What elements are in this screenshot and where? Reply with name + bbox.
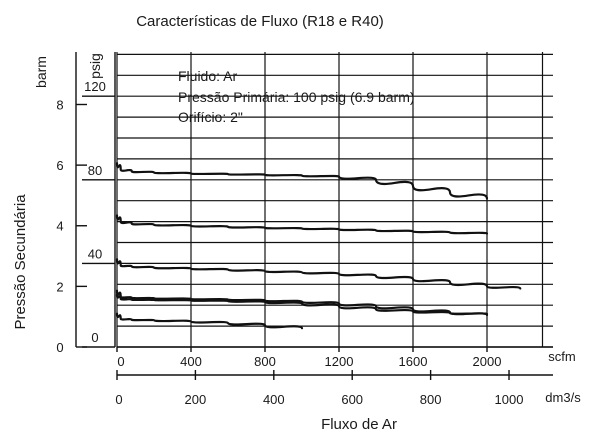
flow-curve-1 [115, 161, 489, 200]
y-tick-label-barm: 2 [56, 279, 63, 294]
annotation-orifice: Orifício: 2" [178, 109, 243, 125]
x-tick-label-dm3s: 800 [420, 392, 442, 407]
flow-curve-4 [115, 289, 489, 317]
x-unit-dm3s: dm3/s [545, 390, 581, 405]
y-tick-label-barm: 0 [56, 340, 63, 355]
x-tick-label-scfm: 2000 [473, 354, 502, 369]
x-tick-label-scfm: 1600 [399, 354, 428, 369]
grid [116, 52, 553, 348]
annotation-box: Fluido: Ar Pressão Primária: 100 psig (6… [178, 68, 415, 125]
y-axis-label: Pressão Secundária [12, 194, 29, 330]
flow-curve-2 [115, 214, 489, 235]
y-tick-label-barm: 8 [56, 97, 63, 112]
annotation-primary-pressure: Pressão Primária: 100 psig (6.9 barm) [178, 89, 415, 105]
y-unit-barm: barm [33, 56, 49, 88]
y-unit-psig: psig [87, 53, 103, 79]
annotation-fluid: Fluido: Ar [178, 68, 237, 84]
x-tick-label-dm3s: 400 [263, 392, 285, 407]
x-tick-label-scfm: 400 [180, 354, 202, 369]
x-tick-label-scfm: 0 [117, 354, 124, 369]
x-tick-label-scfm: 800 [254, 354, 276, 369]
y-tick-label-barm: 6 [56, 158, 63, 173]
x-tick-label-dm3s: 600 [341, 392, 363, 407]
flow-curve-5 [115, 293, 489, 316]
y-tick-label-psig: 120 [84, 79, 106, 94]
y-tick-label-psig: 80 [88, 163, 102, 178]
flow-curve-6 [115, 312, 304, 330]
x-tick-label-dm3s: 0 [115, 392, 122, 407]
x-axis-label: Fluxo de Ar [321, 416, 397, 433]
axes [75, 52, 553, 380]
y-tick-label-psig: 0 [91, 330, 98, 345]
x-tick-label-dm3s: 200 [185, 392, 207, 407]
chart-title: Características de Fluxo (R18 e R40) [136, 13, 384, 30]
y-tick-label-psig: 40 [88, 246, 102, 261]
flow-curve-3 [115, 258, 522, 290]
y-tick-label-barm: 4 [56, 219, 63, 234]
x-tick-label-scfm: 1200 [325, 354, 354, 369]
x-unit-scfm: scfm [548, 349, 575, 364]
curves [115, 161, 522, 330]
x-tick-label-dm3s: 1000 [495, 392, 524, 407]
